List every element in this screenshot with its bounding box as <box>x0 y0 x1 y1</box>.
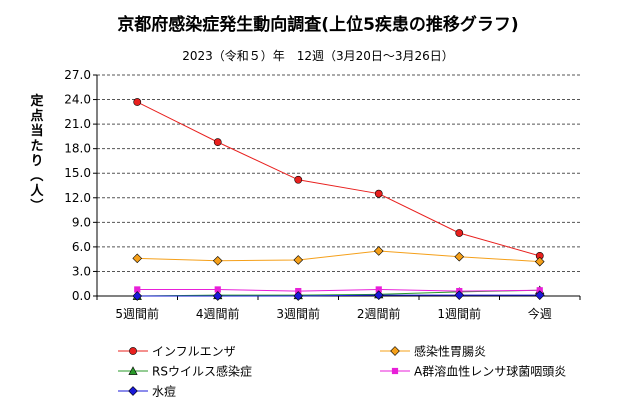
chart-title: 京都府感染症発生動向調査(上位5疾患の推移グラフ) <box>117 14 518 35</box>
data-point <box>294 175 303 184</box>
legend-marker <box>391 367 399 375</box>
legend-label: A群溶血性レンサ球菌咽頭炎 <box>414 364 566 379</box>
y-axis-label-char: 定 <box>29 93 43 109</box>
y-tick-label: 3.0 <box>72 264 91 278</box>
data-point <box>375 286 382 293</box>
data-point <box>534 290 545 301</box>
y-axis-label-char: ） <box>28 198 44 211</box>
data-point <box>213 138 222 147</box>
data-point <box>134 286 141 293</box>
chart-subtitle: 2023（令和５）年 12週（3月20日～3月26日） <box>182 48 454 63</box>
series-line <box>137 288 540 292</box>
x-tick-label: 4週間前 <box>196 306 240 321</box>
legend-label: RSウイルス感染症 <box>152 364 252 379</box>
data-point <box>214 286 221 293</box>
y-axis-label-char: 当 <box>30 123 43 139</box>
data-point <box>536 287 543 294</box>
y-axis-label-char: 点 <box>30 108 43 124</box>
y-axis-label-char: 人 <box>30 183 44 199</box>
data-point <box>374 189 383 198</box>
y-tick-label: 9.0 <box>72 215 91 229</box>
x-tick-label: 2週間前 <box>357 306 401 321</box>
series-line <box>137 294 540 297</box>
legend-item: RSウイルス感染症 <box>118 364 252 379</box>
legend-marker <box>390 346 400 356</box>
data-point <box>293 255 304 265</box>
y-tick-label: 18.0 <box>64 142 91 156</box>
legend-marker <box>128 386 138 396</box>
data-point <box>132 291 143 301</box>
y-axis-label-char: （ <box>28 168 44 181</box>
legend-item: インフルエンザ <box>118 345 236 359</box>
legend-label: 感染性胃腸炎 <box>414 344 486 359</box>
y-tick-label: 0.0 <box>72 289 91 303</box>
legend-item: 感染性胃腸炎 <box>380 344 486 359</box>
data-point <box>534 256 545 267</box>
y-tick-label: 15.0 <box>64 166 91 180</box>
series-5 <box>132 290 545 301</box>
legend-item: A群溶血性レンサ球菌咽頭炎 <box>380 364 566 379</box>
x-tick-label: 3週間前 <box>276 306 320 321</box>
data-point <box>373 246 384 256</box>
x-tick-label: 今週 <box>528 306 552 321</box>
legend-label: 水痘 <box>152 384 176 399</box>
x-tick-label: 1週間前 <box>437 306 481 321</box>
data-point <box>212 291 223 301</box>
data-point <box>293 291 304 301</box>
data-point <box>295 287 302 295</box>
series-line <box>137 289 540 297</box>
series-line <box>137 250 540 263</box>
y-tick-label: 21.0 <box>64 117 91 131</box>
data-point <box>212 255 223 266</box>
y-axis-label-char: り <box>30 154 43 169</box>
plot-area: 0.0 3.0 6.0 9.0 12.0 15.0 18.0 21.0 24.0 27.0 5週間前… <box>64 68 581 321</box>
series-line <box>137 101 540 257</box>
legend-marker <box>128 366 138 375</box>
data-point <box>132 253 143 264</box>
data-point <box>454 251 465 262</box>
x-tick-label: 5週間前 <box>115 306 159 321</box>
y-tick-label: 12.0 <box>64 191 91 205</box>
y-tick-label: 6.0 <box>72 240 91 254</box>
series-2 <box>132 246 545 267</box>
data-point <box>454 290 465 301</box>
y-axis-label-char: た <box>30 139 43 154</box>
data-point <box>133 98 142 106</box>
legend-item: 水痘 <box>118 384 176 399</box>
legend-label: インフルエンザ <box>152 345 236 359</box>
series-4 <box>134 286 543 295</box>
y-tick-label: 27.0 <box>64 68 91 82</box>
data-point <box>373 290 384 301</box>
y-tick-label: 24.0 <box>64 93 91 107</box>
legend-marker <box>129 347 137 355</box>
series-1 <box>133 98 544 260</box>
data-point <box>455 229 464 237</box>
